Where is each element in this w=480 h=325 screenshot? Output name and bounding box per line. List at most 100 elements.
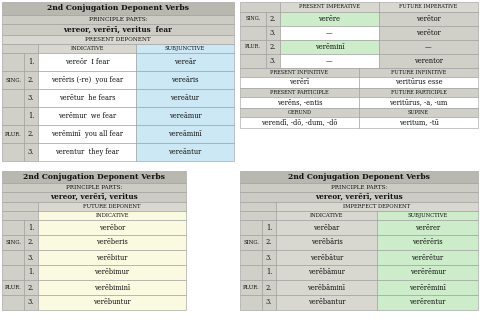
Text: PLUR.: PLUR. [5,285,22,290]
Bar [24,71,38,89]
Bar [240,2,280,12]
Text: veritūrus esse: veritūrus esse [395,79,442,86]
Text: verēbimur: verēbimur [95,268,130,277]
Text: 1.: 1. [28,224,34,231]
Text: INDICATIVE: INDICATIVE [310,213,343,218]
Text: vereāntur: vereāntur [168,148,202,156]
Bar [266,54,280,68]
Bar [377,250,478,265]
Text: PRINCIPLE PARTS:: PRINCIPLE PARTS: [331,185,387,190]
Bar [276,220,377,235]
Text: 2.: 2. [266,283,272,292]
Text: verēminī  you all fear: verēminī you all fear [51,130,123,138]
Bar [280,26,379,40]
Text: 1.: 1. [28,58,34,66]
Bar [38,107,136,125]
Text: 3.: 3. [28,254,34,262]
Text: verērēris: verērēris [412,239,443,246]
Bar [24,250,38,265]
Text: verēbantur: verēbantur [308,298,345,306]
Bar [266,40,280,54]
Bar [2,143,24,161]
Bar [38,265,186,280]
Text: vereātur: vereātur [170,94,200,102]
Bar [240,26,266,40]
Bar [276,265,377,280]
Bar [38,295,186,310]
Text: 3.: 3. [28,94,34,102]
Text: verēmur  we fear: verēmur we fear [58,112,116,120]
Bar [24,280,38,295]
Text: verērēminī: verērēminī [409,283,446,292]
Bar [2,35,234,44]
Text: GERUND: GERUND [288,110,312,115]
Text: 2.: 2. [28,76,34,84]
Bar [38,280,186,295]
Bar [38,44,136,53]
Bar [266,12,280,26]
Text: verēminī: verēminī [314,43,344,51]
Bar [379,26,478,40]
Text: verērētur: verērētur [411,254,444,262]
Bar [240,220,262,235]
Text: 2.: 2. [270,43,276,51]
Bar [240,171,478,183]
Text: PRINCIPLE PARTS:: PRINCIPLE PARTS: [66,185,122,190]
Bar [136,71,234,89]
Text: vereār: vereār [174,58,196,66]
Bar [2,15,234,24]
Bar [240,265,262,280]
Text: PRESENT IMPERATIVE: PRESENT IMPERATIVE [299,5,360,9]
Text: verēris (-re)  you fear: verēris (-re) you fear [51,76,123,84]
Bar [359,88,478,97]
Bar [2,2,234,15]
Bar [240,54,266,68]
Text: verēbāmur: verēbāmur [308,268,345,277]
Bar [240,97,359,108]
Bar [2,220,24,235]
Text: verēbāminī: verēbāminī [308,283,346,292]
Text: 2.: 2. [28,239,34,246]
Text: verentor: verentor [414,57,443,65]
Bar [359,77,478,88]
Text: verēbar: verēbar [313,224,340,231]
Bar [2,235,24,250]
Text: 2.: 2. [270,15,276,23]
Text: FUTURE INFINITIVE: FUTURE INFINITIVE [391,70,446,75]
Text: 2.: 2. [266,239,272,246]
Bar [24,53,38,71]
Text: 2nd Conjugation Deponent Verbs: 2nd Conjugation Deponent Verbs [47,5,189,12]
Bar [38,211,186,220]
Bar [38,89,136,107]
Bar [240,192,478,202]
Text: 2.: 2. [28,130,34,138]
Text: FUTURE DEPONENT: FUTURE DEPONENT [83,204,141,209]
Bar [38,250,186,265]
Bar [240,12,266,26]
Text: —: — [326,29,333,37]
Text: SING.: SING. [245,17,261,21]
Bar [276,211,377,220]
Bar [24,125,38,143]
Bar [266,26,280,40]
Bar [379,12,478,26]
Bar [240,117,359,128]
Text: verentur  they fear: verentur they fear [55,148,119,156]
Bar [280,12,379,26]
Bar [2,24,234,35]
Bar [136,125,234,143]
Text: vereor, verērī, veritus: vereor, verērī, veritus [50,193,138,201]
Text: verendī, -dō, -dum, -dō: verendī, -dō, -dum, -dō [261,119,338,126]
Text: 1.: 1. [28,268,34,277]
Bar [2,250,24,265]
Bar [38,235,186,250]
Text: SING.: SING. [5,240,21,245]
Text: 2nd Conjugation Deponent Verbs: 2nd Conjugation Deponent Verbs [23,173,165,181]
Text: 1.: 1. [266,224,272,231]
Text: 3.: 3. [270,29,276,37]
Text: PRESENT DEPONENT: PRESENT DEPONENT [85,37,151,42]
Bar [2,171,186,183]
Bar [377,295,478,310]
Text: verērer: verērer [415,224,440,231]
Bar [276,295,377,310]
